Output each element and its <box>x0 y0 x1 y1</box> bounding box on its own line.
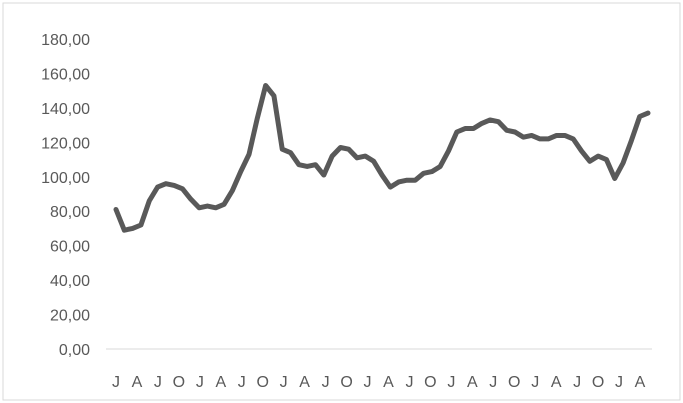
x-tick-label: J <box>196 374 204 391</box>
x-tick-label: A <box>551 374 562 391</box>
y-tick-label: 100,00 <box>41 170 90 187</box>
x-tick-label: J <box>364 374 372 391</box>
y-tick-label: 80,00 <box>50 204 90 221</box>
x-tick-label: O <box>256 374 268 391</box>
y-tick-label: 0,00 <box>59 342 90 359</box>
x-tick-label: J <box>531 374 539 391</box>
x-tick-label: A <box>635 374 646 391</box>
y-tick-label: 160,00 <box>41 66 90 83</box>
y-tick-label: 180,00 <box>41 32 90 49</box>
y-tick-label: 60,00 <box>50 239 90 256</box>
x-tick-label: A <box>299 374 310 391</box>
y-tick-label: 120,00 <box>41 135 90 152</box>
x-tick-label: A <box>132 374 143 391</box>
y-tick-label: 40,00 <box>50 273 90 290</box>
x-tick-label: J <box>573 374 581 391</box>
x-tick-label: A <box>215 374 226 391</box>
x-tick-label: O <box>508 374 520 391</box>
x-tick-label: A <box>383 374 394 391</box>
x-tick-label: O <box>340 374 352 391</box>
x-tick-label: J <box>154 374 162 391</box>
y-tick-label: 20,00 <box>50 308 90 325</box>
x-tick-label: O <box>173 374 185 391</box>
x-tick-label: J <box>322 374 330 391</box>
x-tick-label: J <box>112 374 120 391</box>
x-tick-label: J <box>238 374 246 391</box>
x-tick-label: O <box>424 374 436 391</box>
y-tick-label: 140,00 <box>41 101 90 118</box>
x-tick-label: J <box>280 374 288 391</box>
x-tick-label: J <box>615 374 623 391</box>
x-tick-label: J <box>447 374 455 391</box>
x-tick-label: O <box>592 374 604 391</box>
x-tick-label: J <box>489 374 497 391</box>
x-tick-label: A <box>467 374 478 391</box>
x-tick-label: J <box>405 374 413 391</box>
chart-border <box>3 3 680 400</box>
